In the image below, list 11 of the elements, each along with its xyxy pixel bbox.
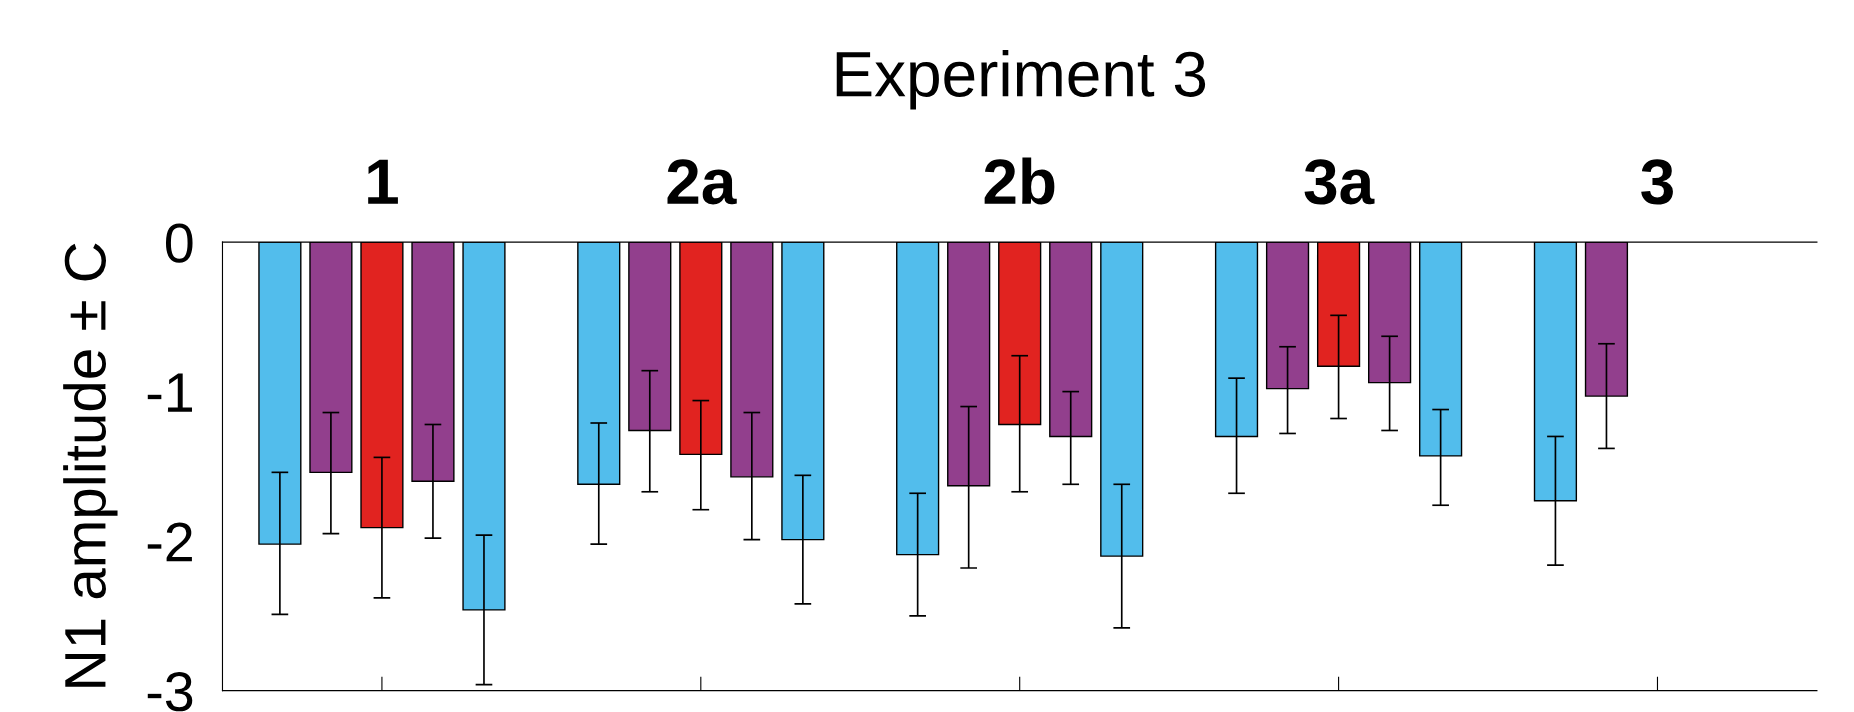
x-tick-label: 2b [984,157,1055,205]
x-tick-label: 3 [1641,159,1673,205]
chart-title: Experiment 3 [836,49,1206,110]
y-tick-label: -1 [147,373,192,412]
y-tick-label: -2 [147,522,192,562]
y-tick-label: 0 [165,223,193,263]
y-axis-title: N1 amplitude ± C [63,243,118,687]
x-tick-label: 1 [368,159,398,204]
y-tick-label: -3 [147,671,193,712]
x-tick-label: 3a [1304,159,1375,205]
x-tick-label: 2a [667,159,737,205]
